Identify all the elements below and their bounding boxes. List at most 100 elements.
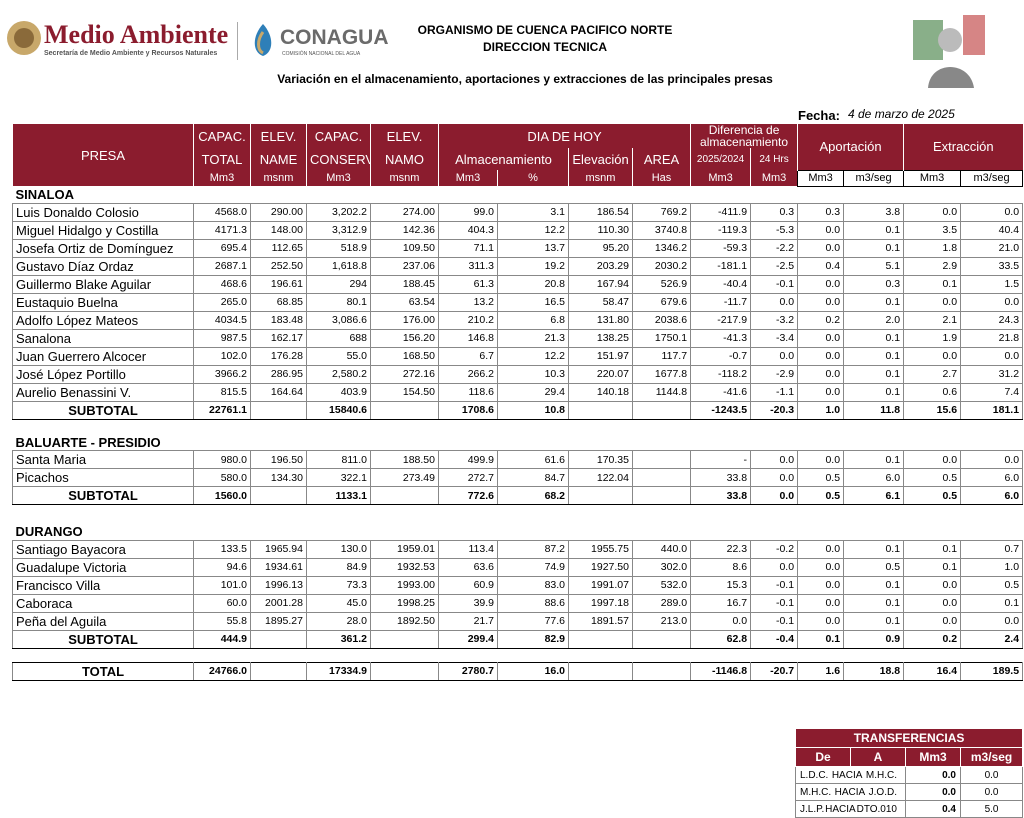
value-cell: 0.0 — [797, 575, 845, 595]
value-cell: 0.1 — [843, 575, 905, 595]
value-cell: -2.5 — [750, 256, 799, 276]
agency-logo — [254, 24, 272, 56]
value-cell: -2.2 — [750, 238, 799, 258]
value-cell: 815.5 — [193, 382, 251, 402]
value-cell: 0.0 — [797, 557, 845, 577]
value-cell: -0.7 — [690, 346, 752, 366]
value-cell: 133.5 — [193, 539, 251, 559]
value-cell — [631, 629, 692, 649]
value-cell: 140.18 — [568, 382, 633, 402]
value-cell: 2030.2 — [631, 256, 692, 276]
name-cell: Guadalupe Victoria — [12, 557, 194, 577]
value-cell: 62.8 — [690, 629, 752, 649]
value-cell: 60.9 — [438, 575, 498, 595]
agency-sub: COMISIÓN NACIONAL DEL AGUA — [282, 51, 361, 57]
value-cell: 0.0 — [797, 220, 845, 240]
route-part: L.D.C. — [800, 769, 829, 781]
value-cell: 0.1 — [843, 450, 905, 469]
value-cell: 33.8 — [690, 468, 752, 487]
value-cell: 3740.8 — [631, 220, 692, 240]
name-cell: Gustavo Díaz Ordaz — [12, 256, 194, 276]
th: NAME — [250, 148, 307, 170]
value-cell: 167.94 — [568, 274, 633, 294]
value-cell: 21.3 — [497, 328, 569, 348]
value-cell: 21.8 — [960, 328, 1024, 348]
th: TRANSFERENCIAS — [794, 728, 1024, 748]
name-cell: Guillermo Blake Aguilar — [12, 274, 194, 294]
org-heading: ORGANISMO DE CUENCA PACIFICO NORTE DIRECC… — [380, 22, 710, 56]
value-cell: 45.0 — [306, 593, 371, 613]
route-cell: L.D.C. HACIA M.H.C. — [795, 766, 906, 784]
value-cell: 101.0 — [193, 575, 251, 595]
value-cell: 39.9 — [438, 593, 498, 613]
value-cell: 3966.2 — [193, 364, 251, 384]
value-cell: 188.45 — [370, 274, 439, 294]
divider — [237, 22, 238, 60]
value-cell: 299.4 — [438, 629, 498, 649]
data-row: Josefa Ortiz de Domínguez 695.4 112.65 518.… — [12, 238, 1024, 258]
value-cell: 1.6 — [797, 661, 845, 681]
value-cell: 0.5 — [843, 557, 905, 577]
value-cell — [250, 400, 307, 420]
value-cell: 0.7 — [960, 539, 1024, 559]
value-cell: 0.3 — [750, 202, 799, 222]
name-cell: SUBTOTAL — [12, 486, 194, 505]
data-row: Luis Donaldo Colosio 4568.0 290.00 3,202.2 2… — [12, 202, 1024, 222]
value-cell: 6.0 — [843, 468, 905, 487]
value-cell: 1955.75 — [568, 539, 633, 559]
value-cell: -59.3 — [690, 238, 752, 258]
value-cell: 55.0 — [306, 346, 371, 366]
value-cell: 1.0 — [960, 557, 1024, 577]
transfer-row: J.L.P. HACIA DTO.010 0.4 5.0 — [795, 800, 1024, 818]
unit: Mm3 — [750, 170, 798, 186]
unit: Mm3 — [797, 169, 845, 187]
brand-sub: Secretaría de Medio Ambiente y Recursos … — [44, 50, 218, 57]
value-cell: 188.50 — [370, 450, 439, 469]
value-cell — [250, 486, 307, 505]
value-cell: 0.0 — [960, 611, 1024, 631]
value-cell: 203.29 — [568, 256, 633, 276]
value-cell: -3.4 — [750, 328, 799, 348]
value-cell: 0.4 — [905, 800, 961, 818]
value-cell — [568, 400, 633, 420]
value-cell: 151.97 — [568, 346, 633, 366]
unit: msnm — [250, 170, 307, 186]
value-cell: 13.7 — [497, 238, 569, 258]
value-cell: 6.8 — [497, 310, 569, 330]
table-head: PRESA CAPAC. ELEV. CAPAC. ELEV. DIA DE H… — [12, 124, 1024, 187]
route-part: M.H.C. — [800, 786, 832, 798]
value-cell: 3,086.6 — [306, 310, 371, 330]
route-part: J.L.P. — [800, 803, 825, 815]
spacer — [13, 505, 1023, 524]
value-cell: 15.3 — [690, 575, 752, 595]
value-cell — [631, 450, 692, 469]
data-row: Eustaquio Buelna 265.0 68.85 80.1 63.54 13.2 1… — [12, 292, 1024, 312]
value-cell: 0.0 — [903, 450, 962, 469]
route-part: DTO.010 — [856, 803, 897, 815]
value-cell: 83.0 — [497, 575, 569, 595]
th: PRESA — [12, 124, 194, 186]
unit: msnm — [568, 170, 633, 186]
name-cell: Santa Maria — [12, 450, 194, 469]
value-cell: 404.3 — [438, 220, 498, 240]
value-cell: 109.50 — [370, 238, 439, 258]
value-cell: 10.3 — [497, 364, 569, 384]
value-cell: 1750.1 — [631, 328, 692, 348]
value-cell: 130.0 — [306, 539, 371, 559]
value-cell: 679.6 — [631, 292, 692, 312]
th: CONSERV. — [306, 148, 371, 170]
th: CAPAC. — [306, 124, 371, 148]
value-cell: 302.0 — [631, 557, 692, 577]
data-row: Santiago Bayacora 133.5 1965.94 130.0 1959.0… — [12, 539, 1024, 559]
value-cell: 0.2 — [903, 629, 962, 649]
value-cell: 181.1 — [960, 400, 1024, 420]
value-cell: 2.7 — [903, 364, 962, 384]
value-cell: 31.2 — [960, 364, 1024, 384]
spacer — [13, 648, 1023, 662]
name-cell: SUBTOTAL — [12, 629, 194, 649]
value-cell: 1934.61 — [250, 557, 307, 577]
value-cell: -0.4 — [750, 629, 799, 649]
section-row: SINALOA — [13, 186, 1023, 203]
subtotal-row: SUBTOTAL 1560.0 1133.1 772.6 68.2 33.8 0.0 0.5 6… — [12, 486, 1024, 505]
